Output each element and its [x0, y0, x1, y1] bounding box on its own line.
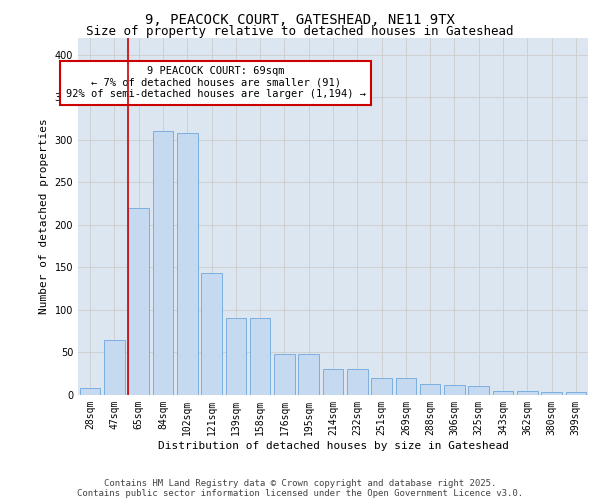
X-axis label: Distribution of detached houses by size in Gateshead: Distribution of detached houses by size …	[157, 440, 509, 450]
Bar	[566, 392, 586, 395]
Text: 9 PEACOCK COURT: 69sqm
← 7% of detached houses are smaller (91)
92% of semi-deta: 9 PEACOCK COURT: 69sqm ← 7% of detached …	[66, 66, 366, 100]
Bar	[128, 208, 149, 395]
Bar	[226, 318, 246, 395]
Bar	[250, 318, 271, 395]
Bar	[323, 370, 343, 395]
Bar	[469, 386, 489, 395]
Bar	[493, 390, 514, 395]
Bar	[517, 390, 538, 395]
Bar	[371, 378, 392, 395]
Bar	[395, 378, 416, 395]
Y-axis label: Number of detached properties: Number of detached properties	[39, 118, 49, 314]
Text: Contains HM Land Registry data © Crown copyright and database right 2025.: Contains HM Land Registry data © Crown c…	[104, 478, 496, 488]
Bar	[298, 354, 319, 395]
Bar	[274, 354, 295, 395]
Bar	[541, 392, 562, 395]
Bar	[347, 370, 368, 395]
Bar	[201, 274, 222, 395]
Bar	[420, 384, 440, 395]
Text: Contains public sector information licensed under the Open Government Licence v3: Contains public sector information licen…	[77, 488, 523, 498]
Bar	[177, 133, 197, 395]
Text: Size of property relative to detached houses in Gateshead: Size of property relative to detached ho…	[86, 25, 514, 38]
Bar	[80, 388, 100, 395]
Text: 9, PEACOCK COURT, GATESHEAD, NE11 9TX: 9, PEACOCK COURT, GATESHEAD, NE11 9TX	[145, 12, 455, 26]
Bar	[152, 131, 173, 395]
Bar	[444, 385, 465, 395]
Bar	[104, 340, 125, 395]
